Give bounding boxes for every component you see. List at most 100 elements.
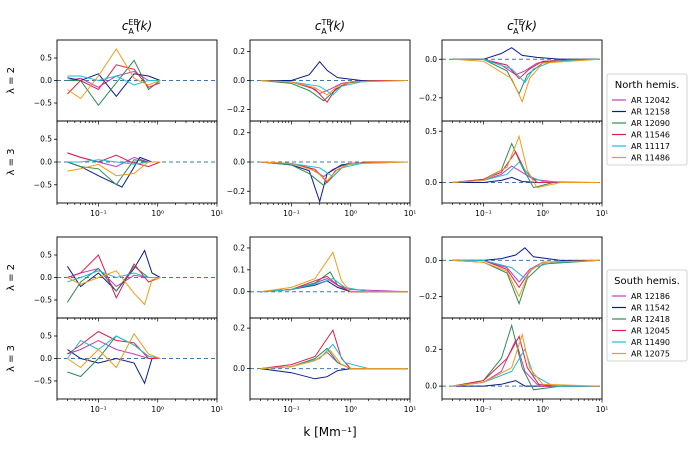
column-title-eb: cEB A (k): [122, 18, 152, 36]
y-tick-label: 0.0: [233, 158, 245, 167]
title-subscript: A: [513, 27, 519, 36]
column-titles: cEB A (k) cTB A (k) cTE A (k): [122, 18, 537, 36]
legends: North hemis. AR 12042 AR 12158 AR 12090 AR 1…: [606, 73, 688, 362]
series-line-ar-12075: [452, 259, 600, 298]
legend-title: North hemis.: [615, 80, 680, 91]
y-tick-label: 0.0: [425, 55, 437, 64]
y-tick-label: 0.0: [40, 273, 52, 282]
series-line-ar-12418: [452, 323, 600, 391]
y-tick-label: −0.5: [34, 180, 52, 189]
legend-entry: AR 12186: [631, 292, 670, 301]
series-line-ar-11486: [260, 80, 408, 96]
legend-entry: AR 11546: [631, 131, 670, 140]
series-line-ar-11546: [260, 161, 408, 184]
title-superscript: TB: [321, 18, 332, 27]
series-line-ar-11117: [452, 58, 600, 84]
panel-TE-lambda2-group1: 0.0 −0.2: [419, 39, 603, 125]
panel-TB-lambda2-group1: 0.2 0.0 −0.2: [227, 39, 411, 125]
x-tick-label: 10⁰: [344, 209, 357, 218]
x-tick-label: 10¹: [404, 405, 417, 414]
y-tick-label: 0.5: [40, 332, 52, 341]
y-tick-label: 0.0: [40, 76, 52, 85]
x-tick-label: 10⁰: [151, 405, 164, 414]
y-tick-label: 0.1: [233, 265, 245, 274]
title-argument: (k): [521, 19, 537, 33]
x-tick-label: 10¹: [404, 209, 417, 218]
y-tick-label: 0.5: [40, 54, 52, 63]
row-labels: λ = 2 λ = 3 λ = 2 λ = 3: [6, 67, 17, 372]
y-tick-label: 0.0: [425, 382, 437, 391]
legend-entry: AR 12090: [631, 119, 670, 128]
y-tick-label: 0.0: [233, 76, 245, 85]
panel-frame: [249, 317, 411, 400]
x-tick-label: 10⁰: [536, 209, 549, 218]
series-line-ar-12158: [452, 47, 600, 60]
legend-entry: AR 12418: [631, 315, 670, 324]
row-label-4: λ = 3: [6, 345, 17, 372]
legend-entry: AR 12042: [631, 96, 670, 105]
panel-TE-lambda3-group2: 0.2 0.0 10⁻¹ 10⁰ 10¹: [425, 317, 608, 414]
title-base: c: [122, 19, 129, 33]
series-line-ar-11546: [67, 64, 161, 95]
legend-box: [606, 269, 688, 362]
series-line-ar-12158: [260, 60, 408, 81]
series-line-ar-11546: [452, 58, 600, 80]
series-line-ar-11486: [67, 48, 161, 100]
series-line-ar-11486: [260, 161, 408, 182]
x-tick-label: 10⁰: [344, 405, 357, 414]
row-label-3: λ = 2: [6, 264, 17, 291]
series-line-ar-11486: [452, 134, 600, 189]
series-line-ar-11546: [260, 80, 408, 104]
legend-north: North hemis. AR 12042 AR 12158 AR 12090 AR 1…: [606, 73, 688, 166]
y-tick-label: 0.0: [40, 354, 52, 363]
title-subscript: A: [128, 27, 134, 36]
series-line-ar-11542: [260, 368, 408, 380]
series-line-ar-12090: [67, 59, 161, 107]
series-line-ar-11546: [452, 150, 600, 183]
legend-entry: AR 11490: [631, 338, 670, 347]
series-line-ar-11486: [67, 161, 161, 177]
x-tick-label: 10⁻¹: [283, 405, 300, 414]
legend-entry: AR 11486: [631, 154, 670, 163]
panel-TB-lambda2-group2: 0.2 0.1 0.0: [233, 236, 411, 322]
series-line-ar-11490: [260, 343, 408, 370]
x-tick-label: 10⁻¹: [475, 209, 492, 218]
panel-TE-lambda2-group2: 0.0 −0.2: [419, 236, 603, 322]
series-line-ar-11486: [452, 58, 600, 104]
series-line-ar-12075: [260, 349, 408, 370]
series-line-ar-11546: [67, 152, 161, 168]
series-line-ar-11542: [452, 247, 600, 261]
y-tick-label: −0.5: [34, 377, 52, 386]
column-title-tb: cTB A (k): [315, 18, 345, 36]
series-line-ar-11490: [452, 259, 600, 280]
x-tick-label: 10⁰: [151, 209, 164, 218]
column-title-te: cTE A (k): [507, 18, 537, 36]
legend-entry: AR 12158: [631, 108, 670, 117]
y-tick-label: 0.2: [233, 128, 245, 137]
x-tick-label: 10⁻¹: [475, 405, 492, 414]
title-base: c: [315, 19, 322, 33]
x-tick-label: 10⁻¹: [283, 209, 300, 218]
y-tick-label: 0.5: [40, 251, 52, 260]
series-line-ar-11490: [67, 270, 161, 283]
panel-EB-lambda3-group1: 0.5 0.0 −0.5 10⁻¹ 10⁰ 10¹: [34, 120, 223, 218]
series-line-ar-12045: [67, 330, 161, 359]
series-line-ar-12075: [67, 270, 161, 306]
series-line-ar-11490: [66, 335, 161, 359]
y-tick-label: −0.2: [419, 93, 437, 102]
series-line-ar-12075: [260, 251, 408, 293]
x-tick-label: 10¹: [596, 209, 609, 218]
y-tick-label: 0.0: [425, 178, 437, 187]
legend-entry: AR 12075: [631, 350, 670, 359]
legend-entry: AR 11117: [631, 142, 670, 151]
y-tick-label: 0.5: [425, 127, 437, 136]
y-tick-label: −0.5: [34, 99, 52, 108]
title-subscript: A: [321, 27, 327, 36]
x-tick-label: 10⁰: [536, 405, 549, 414]
x-tick-label: 10⁻¹: [90, 209, 107, 218]
panel-TE-lambda3-group1: 0.5 0.0 10⁻¹ 10⁰ 10¹: [425, 120, 609, 218]
series-line-ar-12418: [452, 259, 600, 306]
y-tick-label: 0.2: [233, 47, 245, 56]
x-tick-label: 10¹: [211, 405, 224, 414]
